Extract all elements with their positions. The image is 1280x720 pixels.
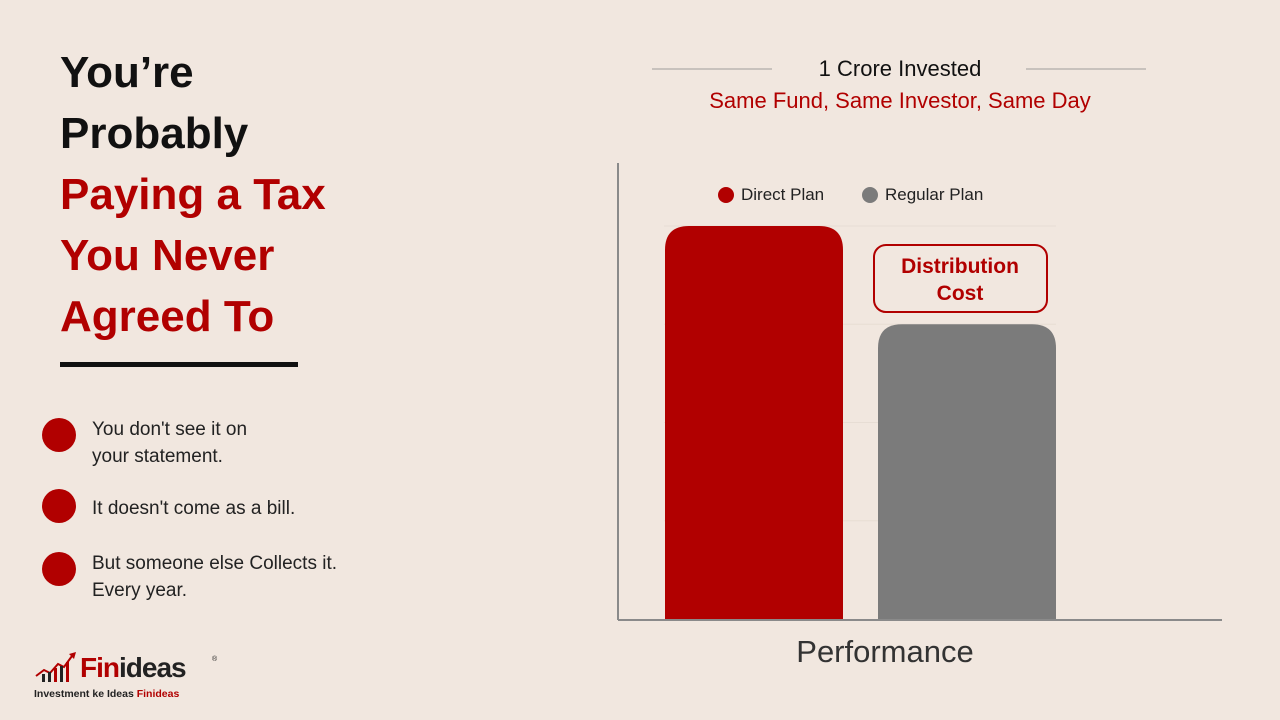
headline-line: Probably — [60, 109, 249, 158]
logo-tagline-brand: Finideas — [136, 688, 180, 700]
legend-label: Regular Plan — [885, 185, 983, 204]
logo-word-fin: Fin — [80, 652, 120, 683]
logo-tagline: Investment ke Ideas Finideas — [34, 688, 179, 700]
bullet-line: Every year. — [92, 580, 188, 601]
headline: You’re Probably Paying a Tax You Never A… — [60, 42, 326, 347]
bullet-text: But someone else Collects it. Every year… — [92, 550, 337, 604]
headline-divider — [60, 362, 298, 367]
legend-swatch-icon — [862, 187, 878, 203]
bullet-line: It doesn't come as a bill. — [92, 498, 296, 519]
logo-tagline-text: Investment ke Ideas — [34, 688, 137, 700]
chart-header: 1 Crore Invested Same Fund, Same Investo… — [620, 54, 1180, 116]
annotation-label: Cost — [937, 282, 984, 305]
headline-line: You’re — [60, 48, 194, 97]
logo-chart-icon — [35, 652, 76, 682]
logo-registered: ® — [212, 656, 218, 663]
bar-regular-plan — [878, 324, 1056, 619]
logo-wordmark: Finideas — [80, 652, 187, 684]
bullet-text: It doesn't come as a bill. — [92, 495, 295, 522]
bullet-dot-icon — [42, 418, 76, 452]
header-rule-left — [652, 68, 772, 70]
bar-direct-plan — [665, 226, 843, 619]
x-axis-label: Performance — [796, 634, 973, 669]
bullet-dot-icon — [42, 489, 76, 523]
headline-highlight-line: You Never — [60, 231, 275, 280]
annotation-box — [873, 244, 1048, 313]
bullet-dot-icon — [42, 552, 76, 586]
bullet-text: You don't see it on your statement. — [92, 416, 247, 470]
chart-subtitle: Same Fund, Same Investor, Same Day — [709, 88, 1091, 113]
annotation-label: Distribution — [901, 255, 1019, 278]
header-rule-right — [1026, 68, 1146, 70]
logo-word-ideas: ideas — [119, 652, 187, 683]
headline-highlight-line: Agreed To — [60, 292, 275, 341]
chart-title: 1 Crore Invested — [818, 56, 982, 81]
headline-highlight-line: Paying a Tax — [60, 170, 326, 219]
finideas-logo: Finideas ® Investment ke Ideas Finideas — [34, 648, 234, 708]
bullet-line: You don't see it on — [92, 419, 248, 440]
legend-swatch-icon — [718, 187, 734, 203]
legend-label: Direct Plan — [741, 185, 824, 204]
bullet-line: But someone else Collects it. — [92, 553, 338, 574]
bullet-line: your statement. — [92, 446, 223, 467]
